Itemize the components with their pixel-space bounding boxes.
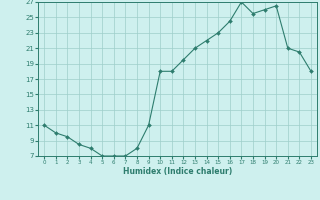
X-axis label: Humidex (Indice chaleur): Humidex (Indice chaleur) xyxy=(123,167,232,176)
